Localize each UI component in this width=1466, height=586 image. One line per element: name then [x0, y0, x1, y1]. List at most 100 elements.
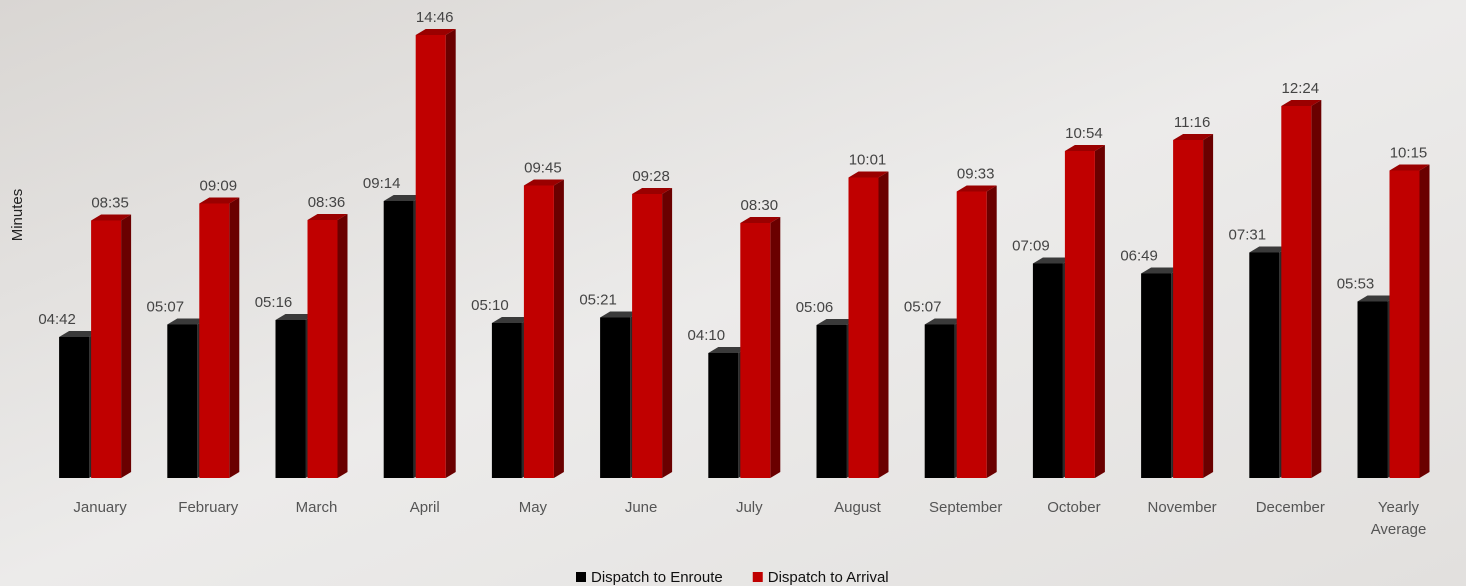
bar — [1032, 263, 1063, 478]
bar — [1141, 273, 1172, 478]
value-label: 09:28 — [632, 168, 670, 185]
bar-top — [275, 313, 316, 320]
bar-side — [1094, 145, 1105, 478]
value-label: 05:07 — [147, 298, 185, 315]
bar-top — [491, 316, 532, 323]
value-label: 04:42 — [38, 311, 76, 328]
value-label: 05:07 — [904, 298, 942, 315]
bar — [167, 324, 198, 478]
x-tick-label: Yearly Average — [1371, 499, 1427, 538]
value-label: 12:24 — [1282, 80, 1320, 97]
bar-side — [1203, 133, 1214, 478]
bar — [848, 177, 879, 478]
value-label: 09:14 — [363, 175, 401, 192]
bar-top — [1173, 133, 1214, 140]
value-label: 05:16 — [255, 294, 293, 311]
value-label: 10:54 — [1065, 125, 1103, 142]
x-tick-label: May — [519, 499, 548, 516]
bar — [600, 317, 631, 478]
bar-top — [415, 28, 456, 35]
bar-side — [662, 187, 673, 478]
bar-side — [121, 214, 132, 478]
value-label: 10:15 — [1390, 144, 1428, 161]
bar-top — [740, 217, 781, 223]
bar — [59, 337, 90, 478]
legend-label: Dispatch to Enroute — [591, 569, 723, 586]
bar-side — [229, 197, 240, 478]
x-tick-label: January — [73, 499, 127, 516]
bar-top — [600, 311, 641, 318]
legend-label: Dispatch to Arrival — [768, 569, 889, 586]
bar — [632, 193, 663, 478]
bar-top — [1357, 295, 1398, 302]
bar-top — [708, 346, 749, 353]
bar — [708, 352, 739, 478]
bar — [1064, 151, 1095, 478]
value-label: 09:45 — [524, 159, 562, 176]
bar-top — [1064, 145, 1105, 151]
bar — [491, 322, 522, 478]
bar — [816, 325, 847, 478]
bar-side — [770, 217, 781, 478]
bar — [91, 220, 122, 478]
x-tick-label: August — [834, 499, 882, 516]
bar-side — [337, 214, 348, 478]
value-label: 04:10 — [688, 327, 726, 344]
bar-side — [445, 28, 456, 479]
bar-top — [167, 318, 208, 325]
x-tick-label: February — [178, 499, 239, 516]
legend-swatch — [576, 572, 586, 582]
bar — [383, 201, 414, 478]
value-label: 05:06 — [796, 299, 834, 316]
value-label: 06:49 — [1120, 247, 1158, 264]
bar — [1281, 106, 1312, 478]
x-tick-label-line: Average — [1371, 521, 1427, 538]
bar-side — [553, 179, 564, 478]
bar — [1173, 139, 1204, 478]
value-label: 07:31 — [1229, 226, 1267, 243]
value-label: 05:53 — [1337, 275, 1375, 292]
bar-top — [924, 318, 965, 325]
value-label: 09:09 — [200, 177, 238, 194]
bar-top — [956, 185, 997, 192]
bar-top — [383, 195, 424, 202]
bar-top — [632, 187, 673, 194]
bar — [523, 185, 554, 478]
bar-side — [1419, 164, 1430, 478]
bar-top — [199, 197, 240, 204]
bar — [740, 223, 771, 478]
value-label: 09:33 — [957, 165, 995, 182]
value-label: 07:09 — [1012, 237, 1050, 254]
bar — [415, 34, 446, 479]
x-tick-label: April — [410, 499, 440, 516]
value-label: 08:35 — [91, 194, 129, 211]
x-tick-label: December — [1256, 499, 1325, 516]
y-axis-label: Minutes — [9, 189, 26, 242]
x-tick-label: June — [625, 499, 658, 516]
bar-top — [816, 319, 857, 325]
bar — [1249, 252, 1280, 478]
bar-side — [878, 171, 889, 478]
value-label: 11:16 — [1174, 114, 1210, 131]
bar — [924, 324, 955, 478]
value-label: 10:01 — [849, 151, 887, 168]
bar — [956, 191, 987, 478]
x-tick-label: November — [1147, 499, 1216, 516]
value-label: 14:46 — [416, 9, 454, 26]
x-tick-label: October — [1047, 499, 1100, 516]
bar-top — [1249, 246, 1290, 253]
bar — [307, 220, 338, 478]
bar-top — [1389, 164, 1430, 171]
bar-top — [1032, 257, 1073, 264]
bar-top — [91, 214, 132, 221]
x-tick-label: March — [296, 499, 338, 516]
value-label: 05:21 — [579, 291, 617, 308]
bar-top — [307, 214, 348, 220]
x-tick-label: July — [736, 499, 763, 516]
legend-swatch — [752, 572, 763, 582]
bar — [1389, 170, 1420, 478]
x-tick-label-line: Yearly — [1378, 499, 1420, 516]
value-label: 08:36 — [308, 194, 346, 211]
